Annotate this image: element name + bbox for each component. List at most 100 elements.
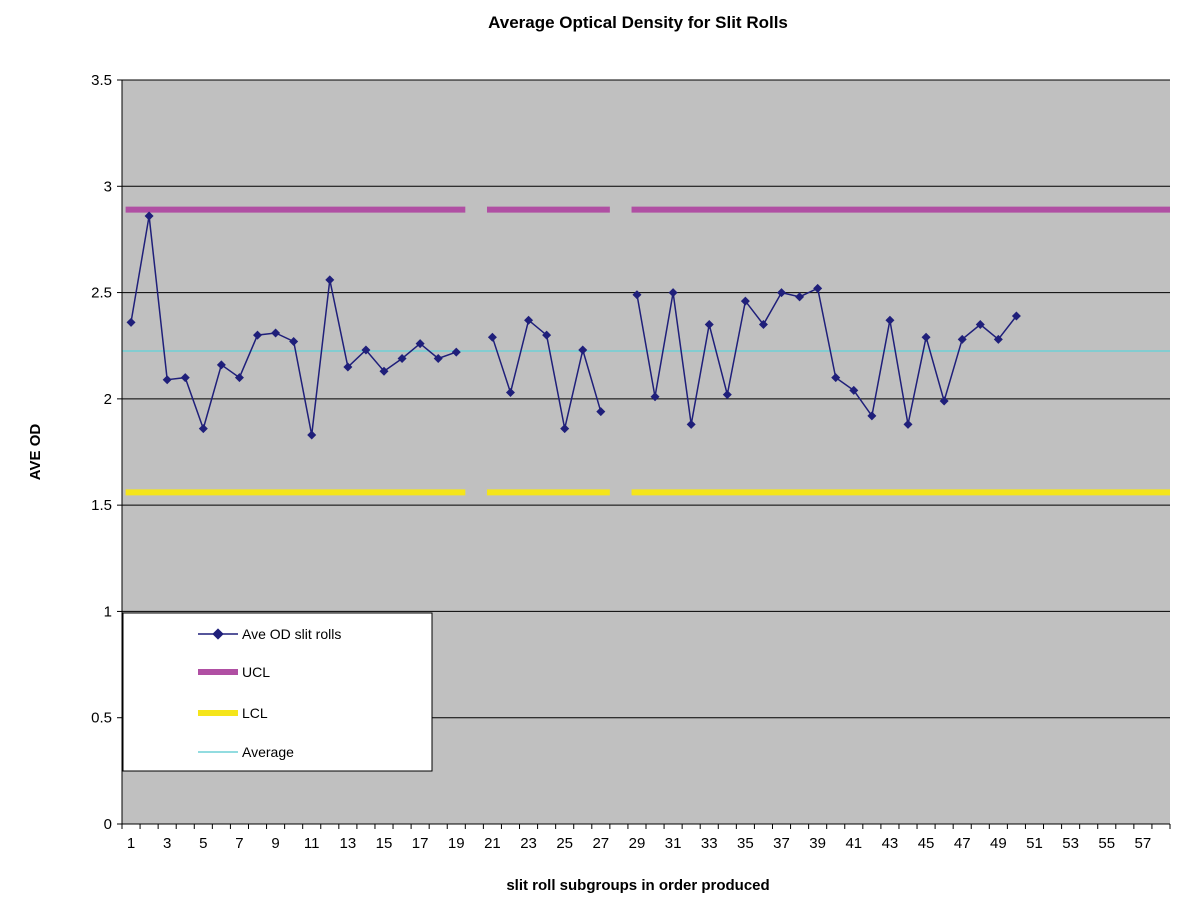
ave-od-point: [993, 334, 1003, 344]
ave-od-point: [578, 345, 588, 355]
legend-marker-ave-od: [212, 628, 224, 640]
ave-od-point: [650, 392, 660, 402]
legend-label-lcl: LCL: [242, 705, 268, 721]
y-tick-label: 1: [104, 603, 112, 620]
ave-od-point: [505, 387, 515, 397]
x-tick-label: 31: [665, 835, 682, 852]
y-tick-label: 0.5: [91, 710, 112, 727]
legend: Ave OD slit rolls UCL LCL Average: [122, 612, 433, 772]
y-tick-label: 0: [104, 816, 112, 833]
ave-od-point: [867, 411, 877, 421]
ave-od-point: [180, 373, 190, 383]
y-tick-label: 1.5: [91, 497, 112, 514]
y-axis-label: AVE OD: [27, 424, 44, 481]
ave-od-point: [451, 347, 461, 357]
ave-od-point: [740, 296, 750, 306]
ave-od-point: [542, 330, 552, 340]
x-tick-label: 21: [484, 835, 501, 852]
x-tick-label: 3: [163, 835, 171, 852]
ave-od-point: [216, 360, 226, 370]
ave-od-point: [325, 275, 335, 285]
x-tick-label: 17: [412, 835, 429, 852]
y-tick-label: 3.5: [91, 72, 112, 89]
ave-od-series-line: [636, 287, 1017, 425]
x-tick-label: 23: [520, 835, 537, 852]
ave-od-point: [975, 319, 985, 329]
ave-od-point: [415, 339, 425, 349]
ave-od-point: [253, 330, 263, 340]
ave-od-point: [885, 315, 895, 325]
legend-box: [122, 612, 433, 772]
x-tick-label: 19: [448, 835, 465, 852]
ave-od-point: [162, 375, 172, 385]
x-tick-label: 11: [304, 835, 320, 852]
ave-od-point: [379, 366, 389, 376]
ave-od-point: [921, 332, 931, 342]
ave-od-point: [939, 396, 949, 406]
ave-od-point: [686, 419, 696, 429]
ave-od-point: [777, 288, 787, 298]
x-ticks: 1 3 5 7 9 11 13 15 17 19 21 23 25 27 29 31 33 35 37 39 41 43 4…: [121, 824, 1171, 852]
legend-label-ucl: UCL: [242, 664, 270, 680]
ave-od-point: [397, 353, 407, 363]
ave-od-point: [668, 288, 678, 298]
x-tick-label: 57: [1135, 835, 1152, 852]
x-tick-label: 33: [701, 835, 718, 852]
x-tick-label: 35: [737, 835, 754, 852]
x-tick-label: 49: [990, 835, 1007, 852]
x-tick-label: 29: [629, 835, 646, 852]
ave-od-point: [758, 319, 768, 329]
x-tick-label: 15: [376, 835, 393, 852]
x-tick-label: 7: [235, 835, 243, 852]
ave-od-point: [632, 290, 642, 300]
x-tick-label: 39: [809, 835, 826, 852]
x-tick-label: 9: [271, 835, 279, 852]
y-tick-label: 2.5: [91, 285, 112, 302]
y-tick-label: 3: [104, 178, 112, 195]
x-axis-label: slit roll subgroups in order produced: [506, 877, 769, 894]
y-ticks: 0 0.5 1 1.5 2 2.5 3 3.5: [91, 72, 122, 833]
ave-od-point: [433, 353, 443, 363]
y-tick-label: 2: [104, 391, 112, 408]
ave-od-point: [307, 430, 317, 440]
x-tick-label: 47: [954, 835, 971, 852]
ave-od-point: [271, 328, 281, 338]
legend-label-average: Average: [242, 744, 294, 760]
ave-od-point: [560, 424, 570, 434]
chart-title: Average Optical Density for Slit Rolls: [488, 13, 788, 32]
x-tick-label: 53: [1062, 835, 1079, 852]
ave-od-point: [343, 362, 353, 372]
x-tick-label: 37: [773, 835, 790, 852]
legend-label-ave-od: Ave OD slit rolls: [242, 626, 341, 642]
x-tick-label: 51: [1026, 835, 1043, 852]
x-tick-label: 25: [556, 835, 573, 852]
ave-od-point: [596, 407, 606, 417]
x-tick-label: 1: [127, 835, 135, 852]
x-tick-label: 5: [199, 835, 207, 852]
ave-od-point: [1011, 311, 1021, 321]
ave-od-point: [361, 345, 371, 355]
x-tick-label: 55: [1098, 835, 1115, 852]
ave-od-point: [849, 385, 859, 395]
x-tick-label: 13: [340, 835, 357, 852]
ave-od-point: [831, 373, 841, 383]
x-tick-label: 45: [918, 835, 935, 852]
ave-od-point: [722, 390, 732, 400]
ave-od-point: [126, 317, 136, 327]
ave-od-point: [289, 336, 299, 346]
ave-od-point: [234, 373, 244, 383]
series-layer: [122, 206, 1170, 496]
ave-od-point: [524, 315, 534, 325]
ave-od-point: [487, 332, 497, 342]
x-tick-label: 41: [845, 835, 862, 852]
x-tick-label: 43: [882, 835, 899, 852]
ave-od-point: [198, 424, 208, 434]
ave-od-point: [957, 334, 967, 344]
ave-od-point: [144, 211, 154, 221]
ave-od-point: [795, 292, 805, 302]
ave-od-point: [903, 419, 913, 429]
x-tick-label: 27: [592, 835, 609, 852]
ave-od-point: [813, 283, 823, 293]
